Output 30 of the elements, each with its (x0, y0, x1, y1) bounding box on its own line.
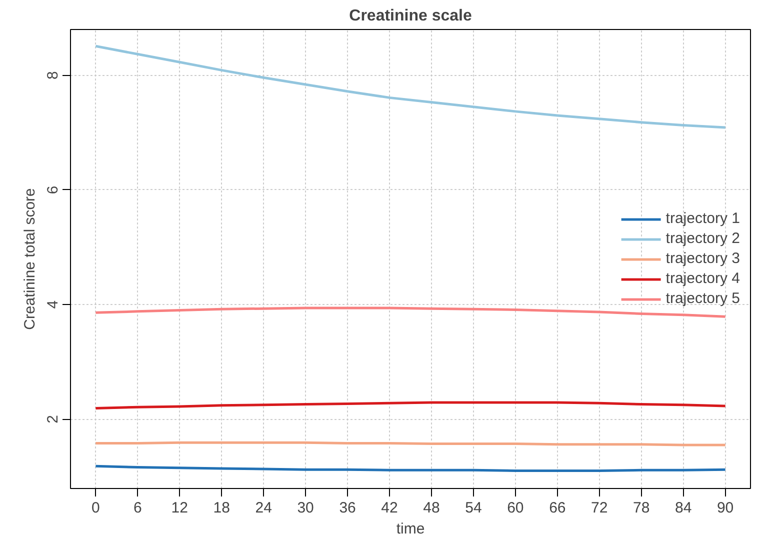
legend-label: trajectory 3 (666, 250, 740, 267)
x-tick-label: 24 (255, 500, 272, 516)
x-tick-label: 12 (171, 500, 188, 516)
y-tick-label: 4 (44, 300, 62, 309)
x-tick-label: 54 (465, 500, 482, 516)
y-tick-label: 8 (44, 71, 62, 80)
x-tick-label: 42 (381, 500, 398, 516)
x-tick-label: 6 (133, 500, 142, 516)
y-tick-label: 2 (44, 414, 62, 424)
legend-label: trajectory 1 (666, 210, 740, 227)
y-axis-title: Creatinine total score (22, 188, 38, 330)
legend-label: trajectory 4 (666, 270, 740, 287)
legend-label: trajectory 2 (666, 230, 740, 247)
line-series (94, 44, 727, 129)
x-tick-label: 78 (633, 500, 650, 516)
x-tick-label: 36 (339, 500, 356, 516)
x-tick-label: 30 (297, 500, 314, 516)
x-tick-label: 60 (507, 500, 524, 516)
x-tick-label: 18 (213, 500, 230, 516)
x-tick-label: 72 (591, 500, 608, 516)
x-axis-title: time (396, 520, 425, 538)
x-tick-label: 66 (549, 500, 566, 516)
chart-title: Creatinine scale (349, 8, 472, 24)
x-tick-label: 0 (92, 500, 100, 516)
line-series (94, 306, 727, 318)
y-tick-label: 6 (44, 186, 62, 194)
x-tick-label: 90 (716, 500, 734, 516)
x-tick-label: 48 (423, 500, 440, 516)
x-tick-label: 84 (674, 500, 692, 516)
legend-label: trajectory 5 (666, 290, 740, 307)
